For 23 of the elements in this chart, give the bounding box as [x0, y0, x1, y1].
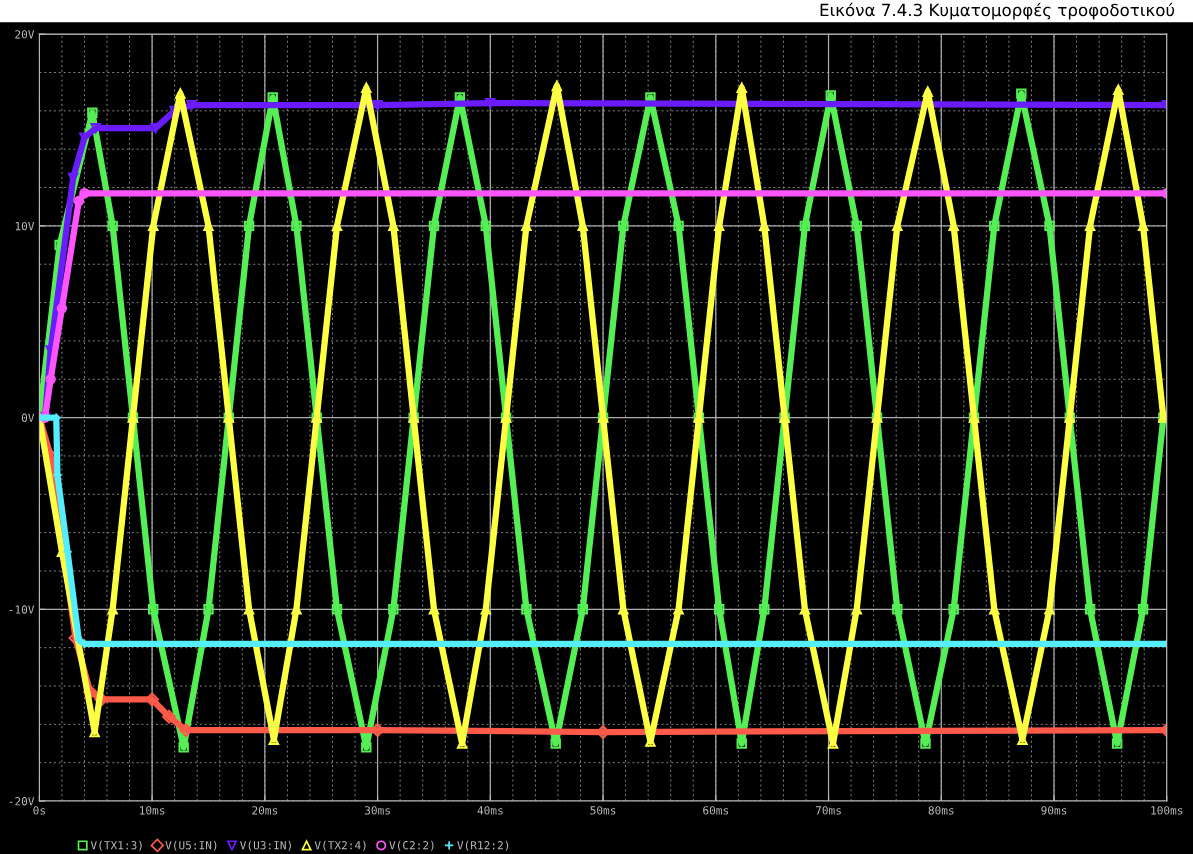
- y-tick-label: 0V: [21, 413, 35, 423]
- y-tick-label: -20V: [9, 797, 35, 806]
- x-tick-label: 20ms: [252, 806, 278, 815]
- x-tick-label: 60ms: [703, 806, 729, 815]
- x-tick-label: 50ms: [590, 806, 616, 815]
- x-tick-label: 90ms: [1041, 806, 1067, 815]
- x-tick-label: 10ms: [140, 806, 165, 815]
- y-tick-label: -10V: [9, 605, 35, 614]
- x-tick-label: 70ms: [815, 806, 841, 815]
- y-tick-label: 10V: [15, 221, 35, 231]
- x-tick-label: 0s: [33, 806, 45, 815]
- x-tick-label: 80ms: [928, 806, 954, 815]
- legend-label: V(TX1:3): [90, 840, 142, 851]
- x-tick-label: 100ms: [1151, 806, 1183, 815]
- y-tick-label: 20V: [15, 30, 35, 39]
- legend-label: V(R12:2): [457, 840, 509, 851]
- legend-label: V(U3:IN): [240, 840, 291, 851]
- legend-label: V(C2:2): [389, 840, 434, 851]
- legend-label: V(TX2:4): [314, 840, 366, 851]
- x-tick-label: 40ms: [477, 806, 503, 815]
- legend-label: V(U5:IN): [165, 840, 217, 851]
- chart-title: Εικόνα 7.4.3 Κυματομορφές τροφοδοτικού: [820, 2, 1175, 20]
- x-tick-label: 30ms: [364, 806, 390, 815]
